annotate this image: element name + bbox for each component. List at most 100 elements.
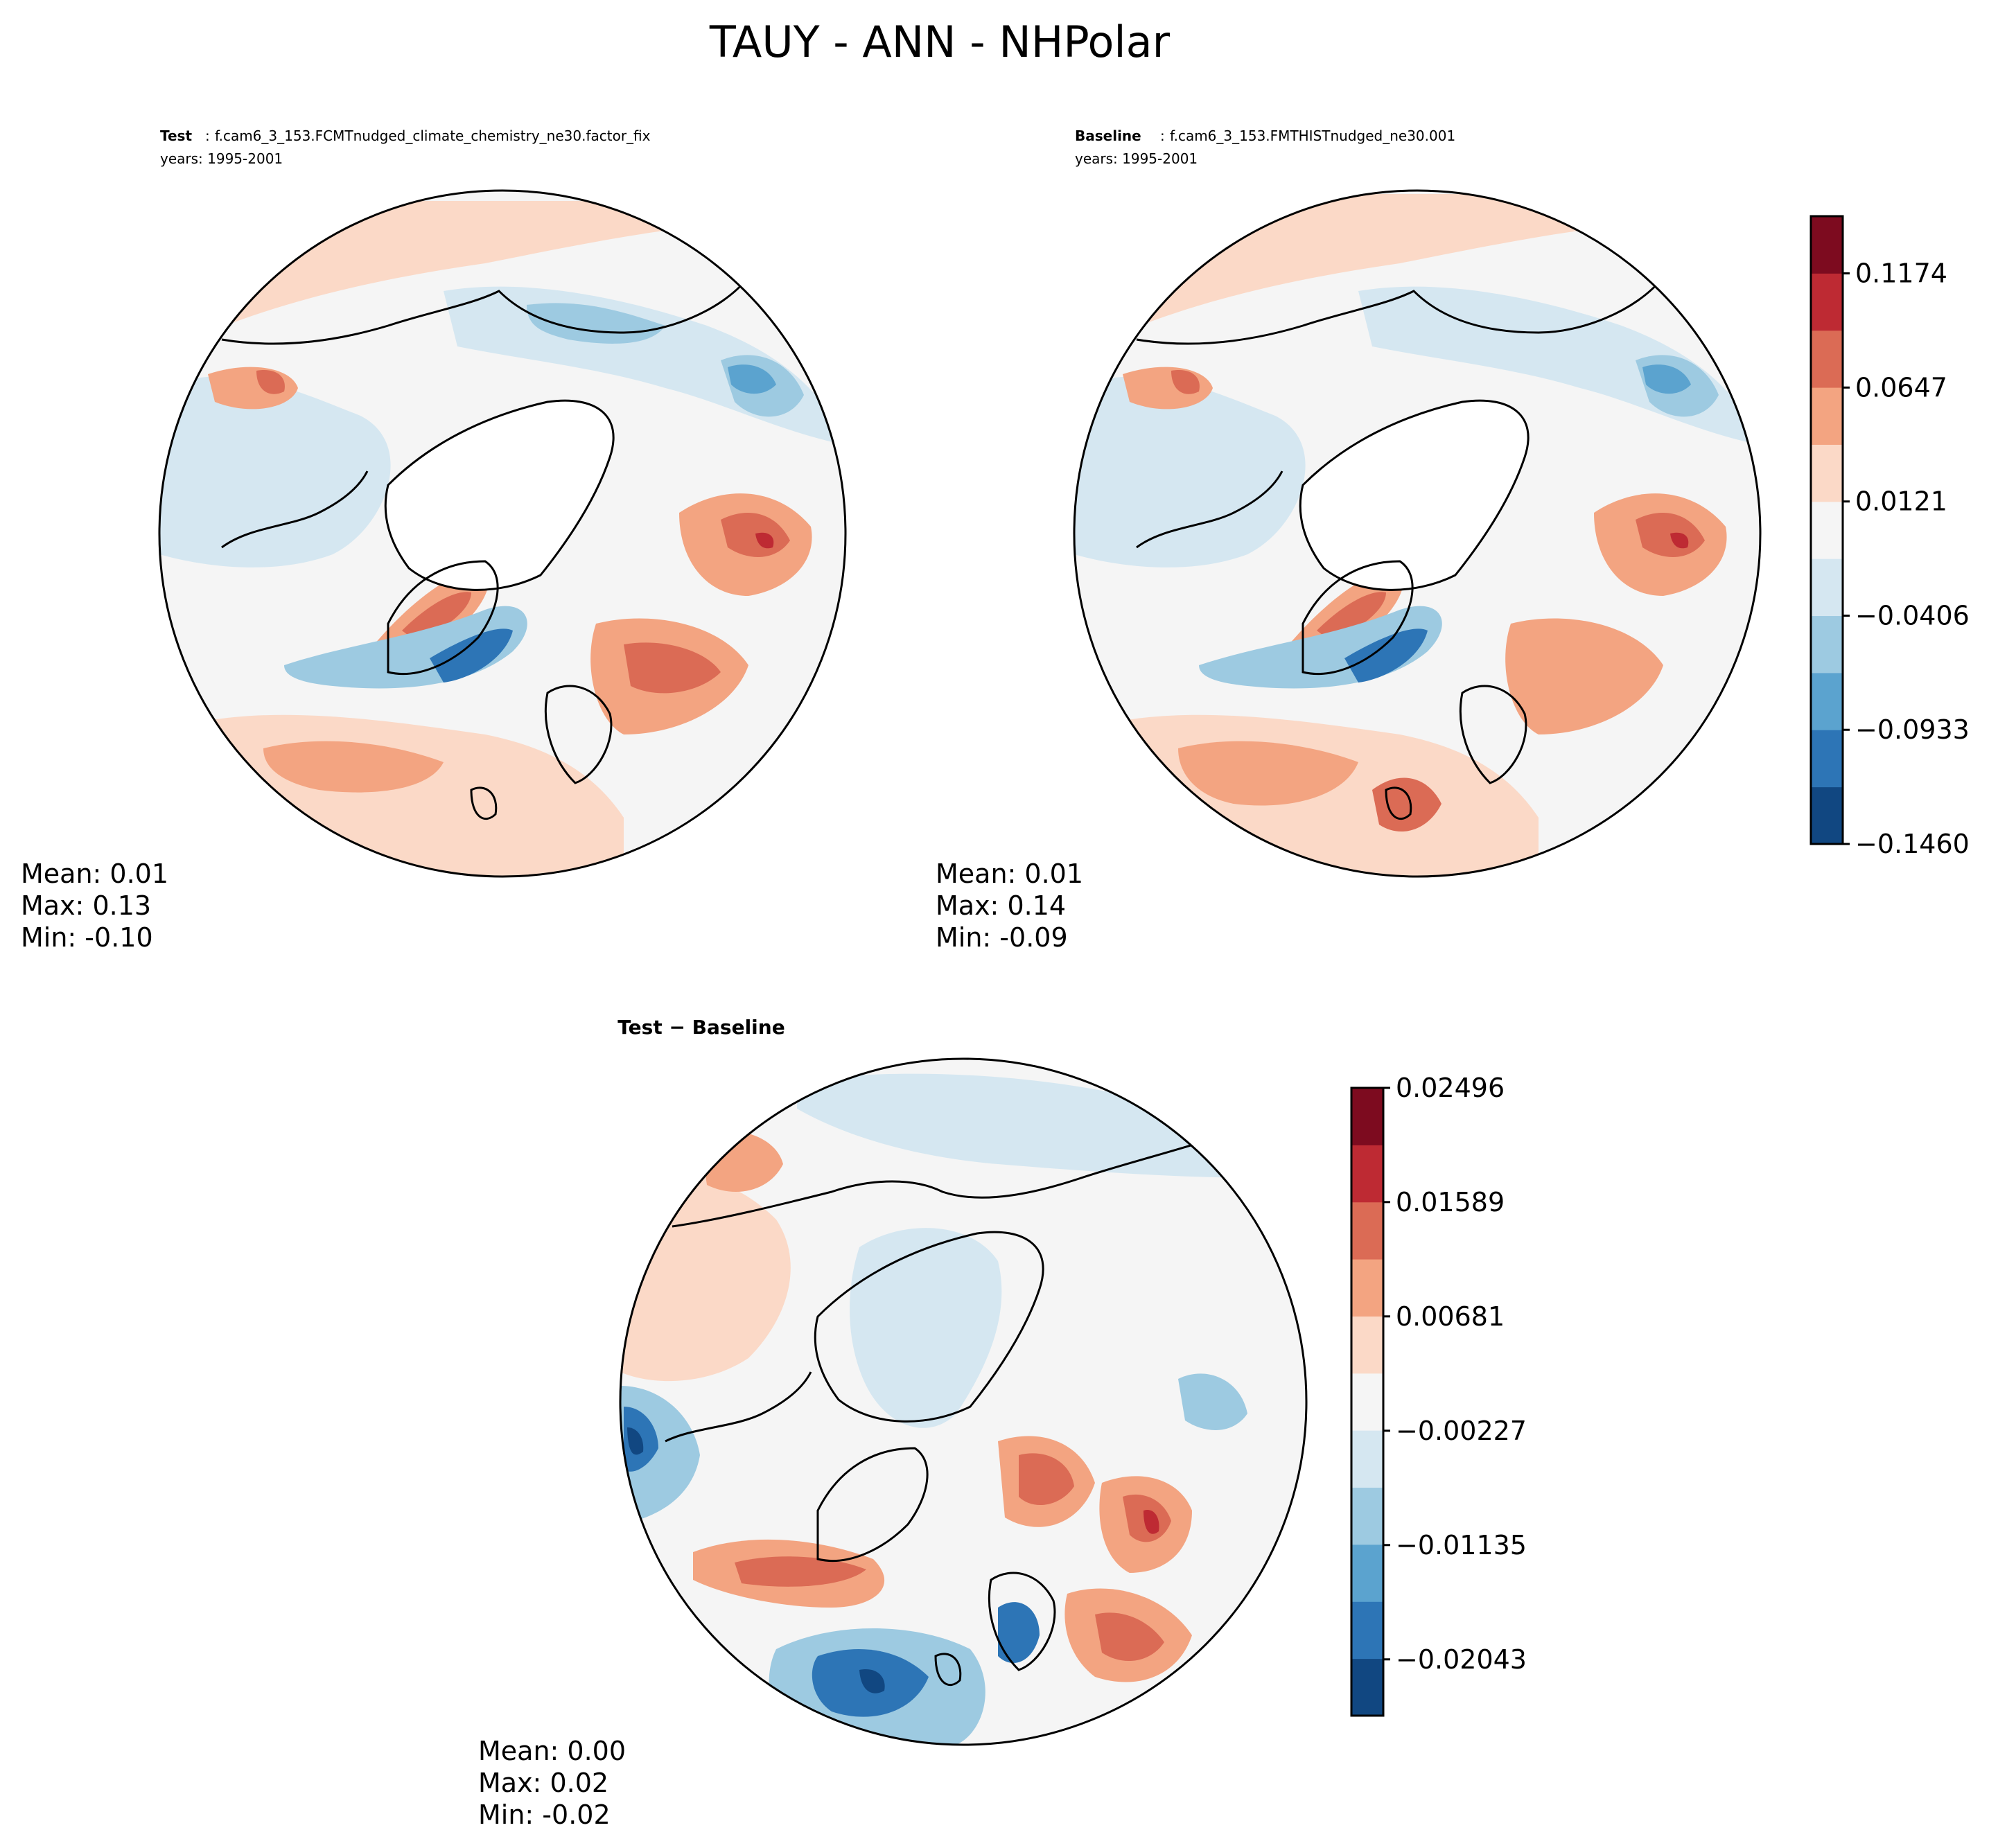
diff-map-border	[619, 1057, 1308, 1746]
diff-land-scandinavia	[988, 1572, 1056, 1671]
test-years: years: 1995-2001	[160, 150, 283, 167]
panel-baseline: Baseline : f.cam6_3_153.FMTHISTnudged_ne…	[936, 127, 1970, 953]
diff-land-greenland	[816, 1447, 929, 1563]
baseline-max: Max: 0.14	[936, 890, 1066, 921]
colorbar-diff-tick-label: −0.00227	[1396, 1416, 1527, 1446]
baseline-coast-america	[1136, 470, 1283, 549]
diff-field-red-center2	[1019, 1453, 1074, 1505]
panel-difference: Test − Baseline	[478, 1016, 1527, 1830]
test-field-red-east3	[755, 532, 774, 549]
test-field-blue-top2	[527, 303, 665, 344]
baseline-colon: :	[1160, 127, 1165, 144]
baseline-land-greenland	[1302, 560, 1414, 676]
colorbar-diff-tick-label: −0.01135	[1396, 1530, 1527, 1560]
diff-field-blue-pole	[850, 1228, 1002, 1428]
colorbar-diff-segment-1	[1351, 1601, 1383, 1660]
diff-field-blue-south3	[859, 1669, 885, 1693]
test-coast-america	[221, 470, 369, 549]
colorbar-main-tick-label: −0.0933	[1855, 714, 1970, 745]
baseline-coast-asia	[1136, 276, 1665, 345]
diff-coast-america	[665, 1371, 812, 1443]
test-field-blue-ne2	[728, 364, 776, 394]
test-land-uk	[470, 786, 498, 820]
colorbar-diff-segment-0	[1351, 1658, 1383, 1716]
test-field-red-scand2	[624, 642, 721, 694]
diff-field-red-east3	[1143, 1510, 1159, 1534]
colorbar-main-segment-1	[1811, 730, 1843, 788]
colorbar-main-tick-label: −0.1460	[1855, 829, 1970, 859]
baseline-field-blue-nw	[1074, 376, 1306, 567]
baseline-label: Baseline	[1075, 127, 1141, 144]
diff-land-arctic	[814, 1231, 1044, 1423]
test-max: Max: 0.13	[21, 890, 151, 921]
baseline-case-name: f.cam6_3_153.FMTHISTnudged_ne30.001	[1170, 127, 1455, 144]
colorbar-main-segment-6	[1811, 444, 1843, 502]
colorbar-diff-segment-7	[1351, 1259, 1383, 1317]
test-land-scandinavia	[544, 685, 613, 784]
diff-field-blue-uk	[998, 1602, 1040, 1663]
colorbar-diff-tick-label: 0.01589	[1396, 1187, 1505, 1217]
baseline-field-red-nw2	[1171, 370, 1200, 394]
test-min: Min: -0.10	[21, 922, 153, 953]
colorbar-main-tick-label: 0.0121	[1855, 486, 1947, 517]
test-field-greenland-red2	[402, 592, 471, 641]
colorbar-main-segment-10	[1811, 216, 1843, 274]
baseline-field-greenland-red2	[1317, 592, 1386, 641]
colorbar-main: −0.1460 −0.0933 −0.0406 0.0121 0.0647 0.1174	[1809, 215, 1970, 859]
colorbar-main-segment-8	[1811, 330, 1843, 388]
test-field-red-nw2	[256, 370, 285, 394]
diff-coast-asia	[672, 1135, 1220, 1228]
colorbar-diff-ticks: −0.02043 −0.01135 −0.00227 0.00681 0.01589 0.…	[1383, 1073, 1527, 1675]
diff-field-blue-west3	[627, 1427, 644, 1455]
colorbar-main-segment-5	[1811, 501, 1843, 559]
diff-field-blue-east	[1178, 1373, 1247, 1430]
test-coast-asia	[221, 276, 750, 345]
colorbar-main-tick-label: −0.0406	[1855, 600, 1970, 631]
diff-max: Max: 0.02	[478, 1768, 608, 1798]
baseline-field-red-uk	[1372, 777, 1441, 831]
baseline-field-red-south2	[1178, 741, 1358, 806]
diff-field-red-mid2	[735, 1556, 866, 1587]
colorbar-diff-segment-9	[1351, 1145, 1383, 1203]
colorbar-main-segment-4	[1811, 558, 1843, 617]
test-mean: Mean: 0.01	[21, 859, 168, 889]
colorbar-main-tick-label: 0.0647	[1855, 372, 1947, 403]
baseline-field-red-scand	[1505, 618, 1663, 734]
diff-field-red-scand2	[1095, 1612, 1164, 1661]
colorbar-main-segment-9	[1811, 273, 1843, 331]
colorbar-diff-segment-5	[1351, 1373, 1383, 1431]
baseline-map	[1074, 191, 1760, 877]
test-land-arctic	[384, 399, 615, 591]
baseline-years: years: 1995-2001	[1075, 150, 1198, 167]
diff-mean: Mean: 0.00	[478, 1736, 626, 1766]
test-colon: :	[205, 127, 210, 144]
colorbar-main-segment-2	[1811, 672, 1843, 730]
diff-label: Test − Baseline	[617, 1016, 785, 1039]
baseline-min: Min: -0.09	[936, 922, 1068, 953]
test-label: Test	[160, 127, 192, 144]
diff-min: Min: -0.02	[478, 1799, 611, 1830]
baseline-land-uk	[1385, 786, 1412, 820]
colorbar-diff-segment-4	[1351, 1430, 1383, 1488]
figure-title: TAUY - ANN - NHPolar	[709, 17, 1171, 67]
test-map	[159, 191, 845, 877]
colorbar-main-tick-label: 0.1174	[1855, 258, 1947, 289]
colorbar-main-ticks: −0.1460 −0.0933 −0.0406 0.0121 0.0647 0.1174	[1843, 258, 1970, 859]
colorbar-main-frame	[1809, 215, 1844, 845]
colorbar-main-segments	[1811, 216, 1843, 845]
baseline-mean: Mean: 0.01	[936, 859, 1083, 889]
colorbar-diff-tick-label: −0.02043	[1396, 1644, 1527, 1675]
baseline-map-border	[1073, 189, 1762, 878]
colorbar-diff-segment-6	[1351, 1316, 1383, 1374]
colorbar-diff-segment-3	[1351, 1487, 1383, 1545]
panel-test: Test f.cam6_3_153.FCMTnudged_climate_che…	[21, 127, 847, 953]
colorbar-diff-frame	[1350, 1086, 1385, 1717]
diff-map	[620, 1059, 1306, 1745]
colorbar-diff-segment-2	[1351, 1544, 1383, 1602]
test-field-greenland-blue2	[430, 628, 513, 683]
colorbar-diff-tick-label: 0.00681	[1396, 1301, 1505, 1332]
baseline-field-blue-ne2	[1642, 364, 1691, 394]
diff-land-uk	[934, 1653, 962, 1687]
colorbar-main-segment-3	[1811, 615, 1843, 674]
